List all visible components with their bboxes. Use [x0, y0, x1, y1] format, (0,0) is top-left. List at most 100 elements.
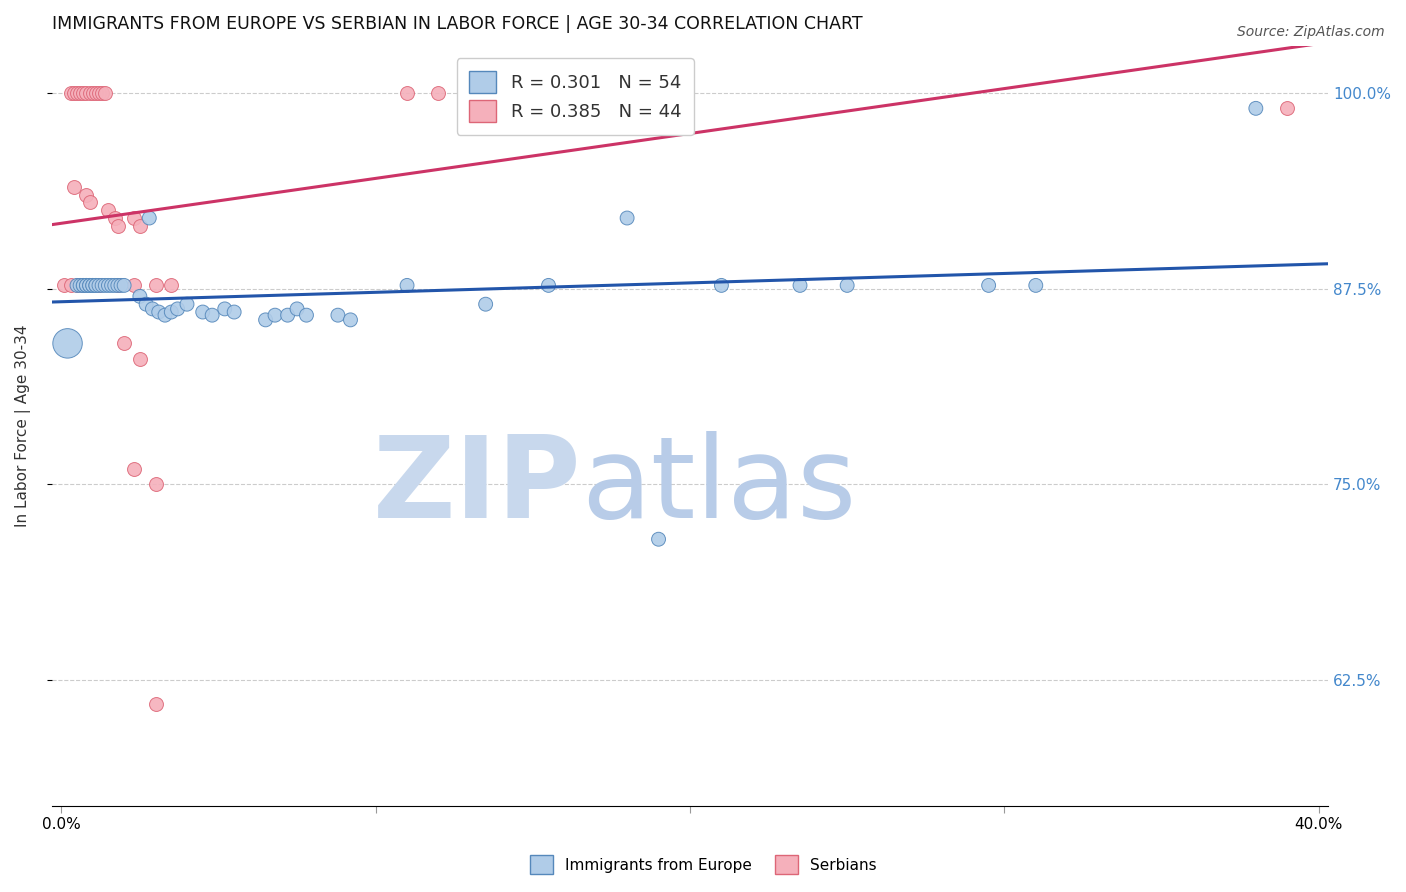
Point	[166, 301, 188, 316]
Point	[69, 278, 91, 293]
Point	[79, 195, 101, 210]
Text: Source: ZipAtlas.com: Source: ZipAtlas.com	[1237, 25, 1385, 39]
Point	[122, 461, 145, 475]
Point	[53, 278, 76, 293]
Point	[458, 86, 481, 100]
Point	[201, 308, 224, 322]
Point	[1244, 101, 1267, 115]
Point	[82, 278, 104, 293]
Point	[63, 86, 86, 100]
Point	[75, 86, 97, 100]
Point	[145, 477, 167, 491]
Point	[153, 308, 176, 322]
Point	[616, 211, 638, 225]
Point	[75, 278, 97, 293]
Point	[145, 278, 167, 293]
Point	[110, 278, 132, 293]
Point	[66, 86, 89, 100]
Point	[339, 313, 361, 327]
Point	[87, 278, 110, 293]
Point	[75, 187, 97, 202]
Point	[295, 308, 318, 322]
Point	[522, 86, 544, 100]
Point	[72, 278, 94, 293]
Point	[145, 697, 167, 711]
Point	[91, 278, 114, 293]
Point	[79, 278, 101, 293]
Point	[75, 278, 97, 293]
Point	[69, 86, 91, 100]
Point	[97, 203, 120, 218]
Point	[176, 297, 198, 311]
Point	[537, 278, 560, 293]
Point	[1277, 101, 1299, 115]
Point	[84, 86, 107, 100]
Point	[135, 297, 157, 311]
Point	[224, 305, 246, 319]
Point	[107, 278, 129, 293]
Point	[79, 278, 101, 293]
Point	[160, 278, 183, 293]
Text: ZIP: ZIP	[373, 431, 582, 542]
Point	[647, 533, 669, 547]
Point	[104, 278, 127, 293]
Y-axis label: In Labor Force | Age 30-34: In Labor Force | Age 30-34	[15, 325, 31, 527]
Point	[585, 86, 607, 100]
Point	[82, 86, 104, 100]
Point	[277, 308, 299, 322]
Point	[72, 86, 94, 100]
Point	[553, 86, 575, 100]
Point	[837, 278, 859, 293]
Point	[82, 278, 104, 293]
Point	[66, 278, 89, 293]
Legend: Immigrants from Europe, Serbians: Immigrants from Europe, Serbians	[523, 849, 883, 880]
Point	[112, 278, 135, 293]
Point	[396, 278, 419, 293]
Point	[710, 278, 733, 293]
Point	[427, 86, 450, 100]
Point	[214, 301, 236, 316]
Point	[141, 301, 163, 316]
Point	[97, 278, 120, 293]
Point	[160, 305, 183, 319]
Point	[84, 278, 107, 293]
Point	[84, 278, 107, 293]
Point	[285, 301, 308, 316]
Point	[87, 278, 110, 293]
Point	[138, 211, 160, 225]
Point	[128, 352, 150, 367]
Point	[122, 211, 145, 225]
Point	[148, 305, 170, 319]
Point	[56, 336, 79, 351]
Point	[789, 278, 811, 293]
Point	[977, 278, 1000, 293]
Point	[59, 278, 82, 293]
Point	[191, 305, 214, 319]
Text: IMMIGRANTS FROM EUROPE VS SERBIAN IN LABOR FORCE | AGE 30-34 CORRELATION CHART: IMMIGRANTS FROM EUROPE VS SERBIAN IN LAB…	[52, 15, 862, 33]
Point	[72, 278, 94, 293]
Point	[128, 289, 150, 303]
Point	[59, 86, 82, 100]
Point	[326, 308, 349, 322]
Point	[87, 86, 110, 100]
Point	[112, 336, 135, 351]
Point	[1025, 278, 1047, 293]
Point	[107, 219, 129, 233]
Point	[100, 278, 122, 293]
Point	[91, 86, 114, 100]
Point	[396, 86, 419, 100]
Point	[94, 278, 117, 293]
Legend: R = 0.301   N = 54, R = 0.385   N = 44: R = 0.301 N = 54, R = 0.385 N = 44	[457, 59, 695, 135]
Point	[264, 308, 287, 322]
Point	[474, 297, 496, 311]
Point	[107, 278, 129, 293]
Point	[128, 219, 150, 233]
Point	[79, 86, 101, 100]
Text: atlas: atlas	[582, 431, 856, 542]
Point	[66, 278, 89, 293]
Point	[63, 179, 86, 194]
Point	[254, 313, 277, 327]
Point	[94, 86, 117, 100]
Point	[104, 211, 127, 225]
Point	[72, 278, 94, 293]
